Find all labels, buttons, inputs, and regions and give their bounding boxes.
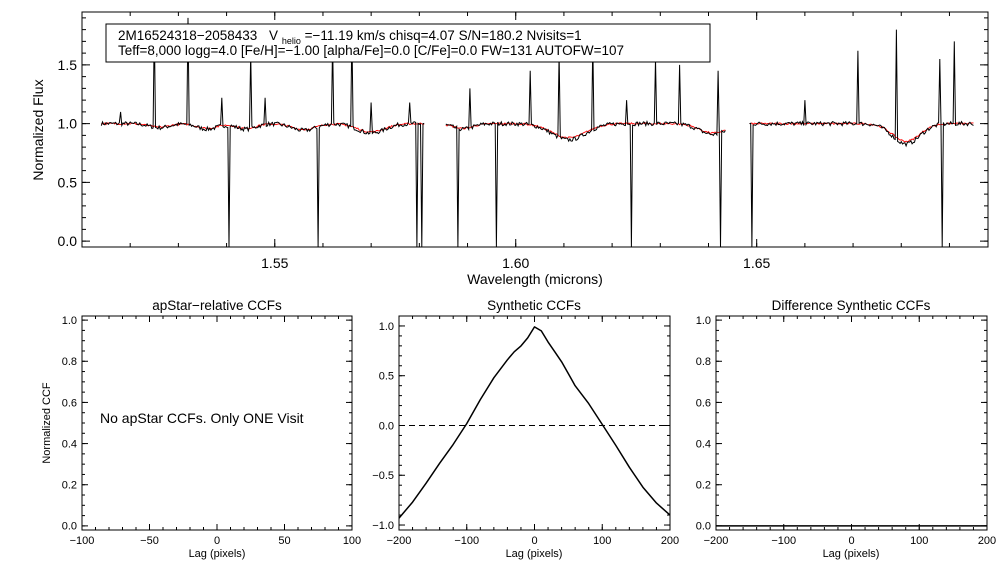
spectrum-series-group <box>100 17 974 248</box>
difference-ccf-title: Difference Synthetic CCFs <box>772 298 931 313</box>
y-tick-label: 0.4 <box>696 438 711 450</box>
info-vhelio-rest: =−11.19 km/s chisq=4.07 S/N=180.2 Nvisit… <box>305 28 582 43</box>
y-tick-label: 1.5 <box>58 57 78 73</box>
spectrum-observed-segment-3 <box>749 29 974 248</box>
x-tick-label: 0 <box>848 535 854 547</box>
apstar-ccf-ticks: −100 −50 0 50 100 0.0 0.2 0.4 0.6 0.8 1.0 <box>62 315 361 547</box>
x-tick-label: 100 <box>343 535 361 547</box>
x-tick-label: 1.65 <box>743 255 770 271</box>
difference-ccf-panel: Difference Synthetic CCFs −200 −100 0 100 20… <box>696 298 996 560</box>
synthetic-ccf-panel: Synthetic CCFs −200 −100 0 100 200 −1.0 −0.5 0.… <box>372 298 679 560</box>
y-tick-label: 0.6 <box>62 397 77 409</box>
y-tick-label: 0.0 <box>696 521 711 533</box>
apstar-ccf-xlabel: Lag (pixels) <box>189 548 246 560</box>
x-tick-label: −100 <box>771 535 796 547</box>
x-tick-label: −200 <box>704 535 729 547</box>
x-tick-label: 100 <box>910 535 928 547</box>
spectrum-info-box <box>105 23 711 63</box>
y-tick-label: 0.0 <box>58 233 78 249</box>
spectrum-ylabel: Normalized Flux <box>30 79 46 180</box>
y-tick-label: 1.0 <box>696 315 711 327</box>
x-tick-label: −200 <box>387 535 412 547</box>
x-tick-label: 50 <box>278 535 290 547</box>
y-tick-label: 0.8 <box>696 356 711 368</box>
apstar-ccf-annotation: No apStar CCFs. Only ONE Visit <box>100 410 304 426</box>
difference-ccf-ticks: −200 −100 0 100 200 0.0 0.2 0.4 0.6 0.8 1.0 <box>696 315 996 547</box>
x-tick-label: −100 <box>454 535 479 547</box>
spectrum-plot-frame <box>81 11 989 248</box>
spectrum-xlabel: Wavelength (microns) <box>467 271 603 287</box>
y-tick-label: 0.5 <box>379 371 394 383</box>
synthetic-ccf-xlabel: Lag (pixels) <box>506 548 563 560</box>
y-tick-label: 1.0 <box>62 315 77 327</box>
x-tick-label: 100 <box>593 535 611 547</box>
y-tick-label: 0.5 <box>58 174 78 190</box>
synthetic-ccf-ticks: −200 −100 0 100 200 −1.0 −0.5 0.0 0.5 1.0 <box>372 315 679 547</box>
x-tick-label: 1.60 <box>502 255 529 271</box>
x-tick-label: 200 <box>978 535 996 547</box>
y-tick-label: 0.6 <box>696 397 711 409</box>
spectrum-panel: 1.55 1.60 1.65 0.0 0.5 1.0 1.5 2M16524318−2058… <box>30 11 989 287</box>
synthetic-ccf-frame <box>398 315 671 531</box>
difference-ccf-frame <box>715 315 988 531</box>
x-tick-label: 0 <box>214 535 220 547</box>
x-tick-label: 200 <box>661 535 679 547</box>
y-tick-label: 0.0 <box>62 521 77 533</box>
synthetic-ccf-line <box>398 326 671 519</box>
spectrum-observed-segment-1 <box>100 17 425 248</box>
difference-ccf-xlabel: Lag (pixels) <box>823 548 880 560</box>
x-tick-label: 0 <box>531 535 537 547</box>
y-tick-label: 1.0 <box>58 116 78 132</box>
apstar-ccf-ylabel: Normalized CCF <box>41 382 53 464</box>
synthetic-ccf-series-group <box>398 326 671 519</box>
y-tick-label: 0.4 <box>62 438 77 450</box>
y-tick-label: 0.0 <box>379 420 394 432</box>
x-tick-label: −100 <box>70 535 95 547</box>
info-box-line1: 2M16524318−2058433 V helio =−11.19 km/s … <box>118 28 582 47</box>
info-vhelio-sub: helio <box>282 36 301 46</box>
y-tick-label: 1.0 <box>379 321 394 333</box>
synthetic-ccf-title: Synthetic CCFs <box>487 298 581 313</box>
x-tick-label: −50 <box>140 535 159 547</box>
y-tick-label: 0.2 <box>62 480 77 492</box>
apstar-ccf-panel: apStar−relative CCFs −100 −50 0 50 100 0.0 0.2… <box>41 298 361 560</box>
y-tick-label: 0.2 <box>696 480 711 492</box>
apstar-ccf-title: apStar−relative CCFs <box>152 298 282 313</box>
spectrum-observed-segment-2 <box>445 41 726 248</box>
apstar-ccf-frame <box>81 315 353 531</box>
info-vhelio-prefix: V <box>269 28 278 43</box>
y-tick-label: −1.0 <box>372 520 394 532</box>
info-star-id: 2M16524318−2058433 <box>118 28 257 43</box>
spectrum-ticks: 1.55 1.60 1.65 0.0 0.5 1.0 1.5 <box>58 12 988 271</box>
info-box-line2: Teff=8,000 logg=4.0 [Fe/H]=−1.00 [alpha/… <box>118 43 624 58</box>
y-tick-label: −0.5 <box>372 470 394 482</box>
x-tick-label: 1.55 <box>261 255 288 271</box>
y-tick-label: 0.8 <box>62 356 77 368</box>
